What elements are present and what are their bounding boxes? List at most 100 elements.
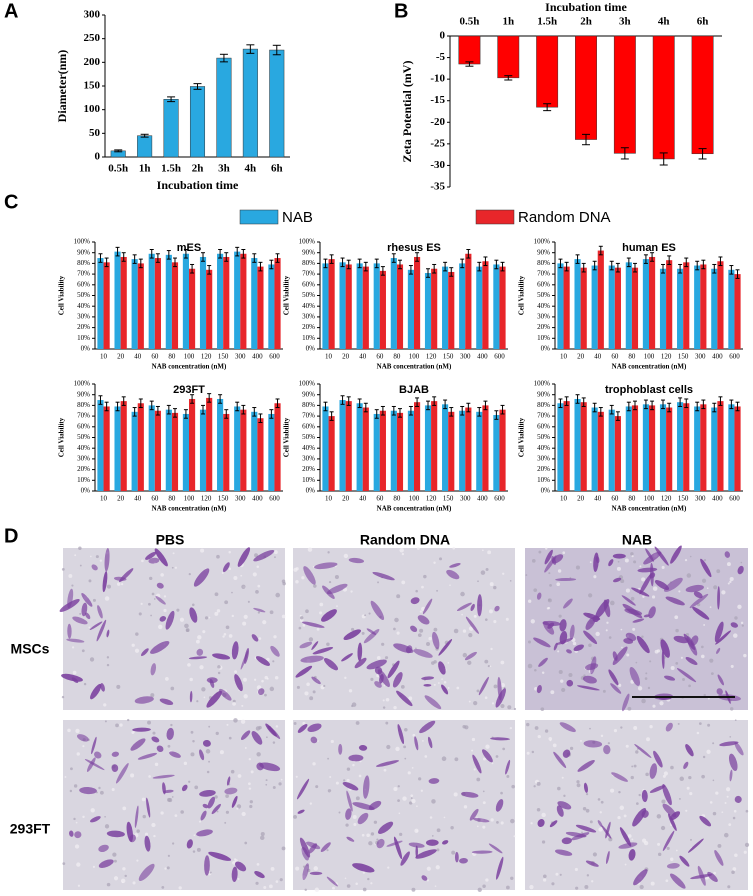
error-bar (609, 260, 614, 271)
y-tick-label: 100 (84, 103, 101, 115)
speckle (534, 726, 539, 730)
speckle (346, 778, 350, 783)
x-tick-label: 3h (619, 16, 631, 28)
speckle (485, 567, 489, 571)
y-tick-label: 50% (537, 433, 550, 441)
speckle (243, 614, 248, 619)
speckle (670, 857, 674, 861)
micrograph (525, 719, 750, 890)
x-tick-label: 300 (460, 353, 471, 361)
cell (156, 582, 164, 589)
speckle (602, 689, 606, 693)
cell (368, 800, 382, 810)
x-tick-label: 600 (269, 353, 280, 361)
cell (734, 795, 742, 803)
x-tick-label: 150 (218, 353, 229, 361)
speckle (151, 822, 156, 828)
speckle (144, 832, 149, 836)
speckle (721, 811, 724, 814)
error-bar (477, 407, 482, 417)
speckle (423, 574, 427, 579)
speckle (240, 719, 246, 724)
speckle (332, 886, 335, 890)
cell (441, 684, 449, 695)
speckle (725, 787, 731, 792)
speckle (298, 626, 302, 630)
speckle (92, 598, 96, 602)
bar (431, 268, 438, 349)
cell (348, 557, 365, 564)
bar (442, 404, 449, 491)
speckle (701, 774, 705, 779)
speckle (534, 686, 538, 691)
cell (590, 656, 597, 675)
speckle (386, 744, 391, 750)
cell (296, 778, 310, 800)
cell (488, 843, 503, 854)
speckle (278, 782, 282, 786)
speckle (417, 633, 422, 638)
speckle (184, 623, 189, 629)
speckle (81, 649, 85, 653)
speckle (607, 742, 610, 745)
bar (497, 35, 520, 79)
cell (666, 863, 680, 869)
speckle (319, 611, 323, 615)
x-tick-label: 0.5h (108, 163, 128, 175)
y-tick-label: 20% (537, 465, 550, 473)
speckle (116, 582, 121, 586)
cell (240, 650, 249, 670)
cell (565, 831, 587, 838)
speckle (633, 726, 638, 730)
speckle (393, 627, 396, 631)
speckle (488, 609, 493, 614)
cell (618, 842, 638, 849)
speckle (315, 785, 319, 789)
speckle (350, 590, 353, 593)
speckle (726, 562, 731, 567)
error-bar (346, 259, 351, 270)
speckle (312, 762, 316, 766)
speckle (221, 572, 224, 575)
bar (652, 35, 675, 160)
y-tick-label: 60% (302, 422, 315, 430)
speckle (248, 782, 251, 786)
speckle (641, 577, 646, 582)
speckle (196, 847, 201, 852)
speckle (435, 865, 440, 870)
speckle (164, 867, 167, 870)
speckle (247, 600, 250, 603)
bar (734, 274, 741, 349)
speckle (534, 669, 537, 672)
speckle (680, 656, 683, 659)
speckle (224, 600, 229, 605)
bar (240, 253, 247, 349)
bar (580, 402, 587, 491)
speckle (192, 740, 195, 743)
speckle (661, 565, 665, 569)
speckle (272, 741, 276, 744)
bar (493, 415, 500, 491)
speckle (72, 670, 77, 675)
cell (654, 546, 669, 566)
cell (69, 830, 74, 837)
error-bar (615, 411, 620, 421)
speckle (434, 885, 437, 887)
cell (188, 656, 208, 660)
cell (622, 693, 630, 712)
bar (476, 266, 483, 349)
speckle (275, 592, 281, 598)
speckle (649, 725, 653, 729)
speckle (657, 842, 661, 846)
cell (146, 797, 151, 818)
cell (237, 547, 251, 567)
cell (687, 838, 704, 853)
speckle (74, 554, 77, 557)
error-bar (340, 257, 345, 268)
speckle (633, 560, 637, 564)
speckle (690, 838, 692, 841)
cell (477, 594, 483, 617)
x-tick-label: 600 (729, 353, 740, 361)
speckle (214, 795, 218, 799)
cell (224, 787, 238, 795)
